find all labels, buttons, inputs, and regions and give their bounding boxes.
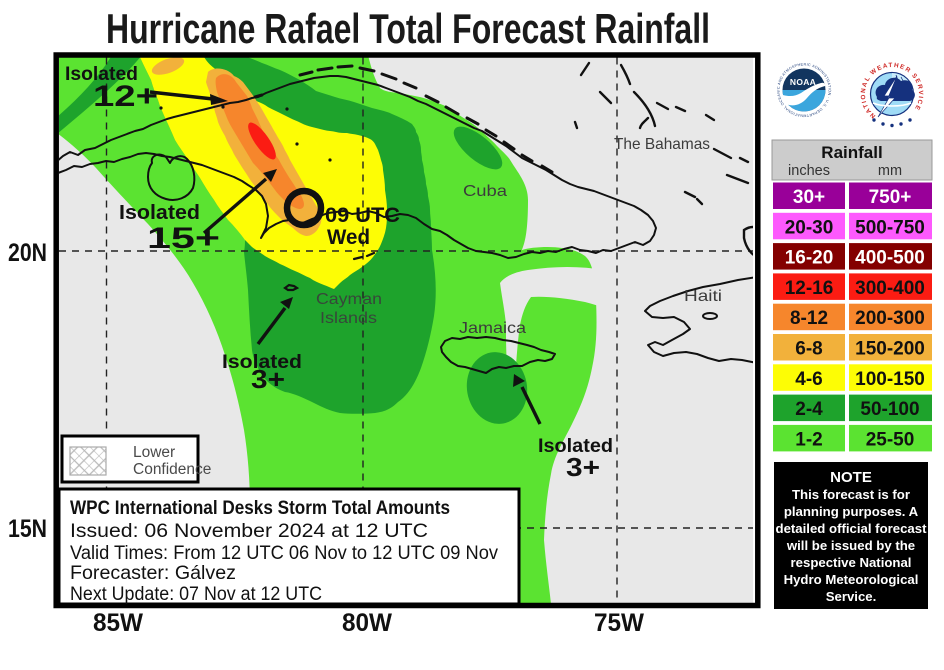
svg-text:will be issued by the: will be issued by the: [786, 538, 915, 553]
svg-text:4-6: 4-6: [795, 369, 822, 390]
svg-text:Forecaster: Gálvez: Forecaster: Gálvez: [70, 563, 236, 584]
svg-text:100-150: 100-150: [855, 369, 925, 390]
svg-text:12-16: 12-16: [785, 278, 834, 299]
svg-text:Rainfall: Rainfall: [821, 143, 882, 162]
svg-text:500-750: 500-750: [855, 217, 925, 238]
svg-text:30+: 30+: [793, 187, 825, 208]
svg-text:20-30: 20-30: [785, 217, 834, 238]
svg-text:NOTE: NOTE: [830, 469, 872, 486]
svg-text:Cuba: Cuba: [463, 183, 507, 200]
svg-text:detailed official forecast: detailed official forecast: [776, 521, 928, 536]
svg-text:85W: 85W: [93, 609, 143, 637]
svg-text:Issued: 06 November 2024 at 1: Issued: 06 November 2024 at 12 UTC: [70, 521, 428, 542]
svg-text:Hurricane Rafael Total Forecas: Hurricane Rafael Total Forecast Rainfall: [106, 5, 710, 52]
svg-text:respective National: respective National: [791, 555, 912, 570]
svg-text:Valid Times: From 12 UTC 06 N: Valid Times: From 12 UTC 06 Nov to 12 UT…: [70, 543, 498, 564]
svg-text:12+: 12+: [93, 80, 158, 113]
svg-text:300-400: 300-400: [855, 278, 925, 299]
svg-text:200-300: 200-300: [855, 308, 925, 329]
svg-text:2-4: 2-4: [795, 399, 823, 420]
svg-text:Haiti: Haiti: [684, 288, 722, 305]
svg-text:750+: 750+: [869, 187, 912, 208]
svg-text:inches: inches: [788, 163, 830, 179]
svg-text:80W: 80W: [342, 609, 392, 637]
svg-text:400-500: 400-500: [855, 248, 925, 269]
svg-text:This forecast is for: This forecast is for: [792, 487, 910, 502]
svg-text:6-8: 6-8: [795, 339, 822, 360]
svg-text:50-100: 50-100: [860, 399, 919, 420]
svg-text:3+: 3+: [251, 364, 285, 394]
svg-text:150-200: 150-200: [855, 339, 925, 360]
svg-text:75W: 75W: [594, 609, 644, 637]
svg-text:09 UTC: 09 UTC: [325, 204, 400, 227]
svg-text:Islands: Islands: [320, 310, 377, 327]
svg-text:Isolated: Isolated: [119, 202, 200, 224]
svg-text:Next Update: 07 Nov at 12 UTC: Next Update: 07 Nov at 12 UTC: [70, 584, 322, 605]
svg-text:mm: mm: [878, 163, 902, 179]
svg-text:15N: 15N: [8, 515, 47, 543]
svg-text:Hydro Meteorological: Hydro Meteorological: [784, 572, 919, 587]
svg-text:Lower: Lower: [133, 444, 175, 461]
svg-text:Wed: Wed: [327, 226, 370, 249]
svg-text:Isolated: Isolated: [65, 64, 138, 85]
svg-text:15+: 15+: [147, 222, 220, 255]
svg-text:8-12: 8-12: [790, 308, 828, 329]
svg-text:The Bahamas: The Bahamas: [614, 136, 710, 153]
svg-text:3+: 3+: [566, 452, 600, 482]
svg-text:WPC International Desks Storm: WPC International Desks Storm Total Amou…: [70, 498, 450, 519]
svg-text:Isolated: Isolated: [538, 436, 613, 457]
svg-text:1-2: 1-2: [795, 429, 822, 450]
svg-text:25-50: 25-50: [866, 429, 915, 450]
svg-text:Cayman: Cayman: [316, 291, 382, 308]
svg-text:20N: 20N: [8, 239, 47, 267]
svg-text:NOAA: NOAA: [790, 77, 816, 87]
svg-text:Isolated: Isolated: [222, 352, 302, 373]
svg-text:Service.: Service.: [826, 589, 877, 604]
svg-text:planning purposes. A: planning purposes. A: [784, 504, 919, 519]
svg-text:16-20: 16-20: [785, 248, 834, 269]
svg-text:Confidence: Confidence: [133, 461, 211, 478]
svg-text:Jamaica: Jamaica: [459, 320, 526, 337]
